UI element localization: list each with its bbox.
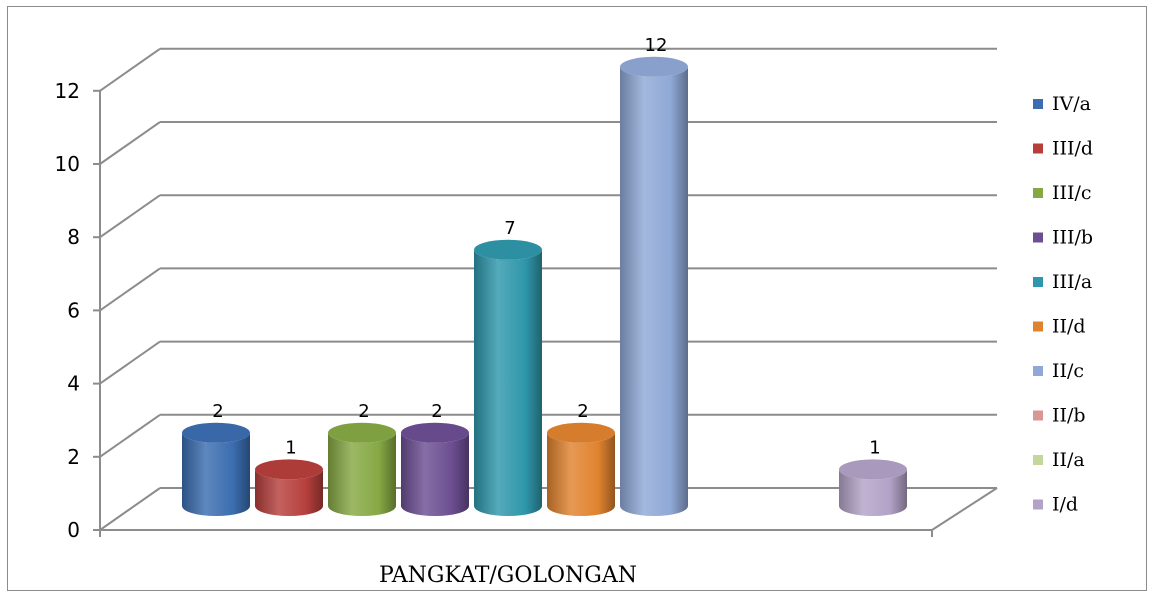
data-label: 1	[285, 437, 296, 458]
floor-right-edge	[931, 487, 998, 531]
bar-top	[255, 459, 323, 480]
bar-top	[620, 56, 688, 77]
y-tick-label: 12	[55, 79, 80, 103]
legend-item: II/c	[1033, 360, 1084, 382]
bar-body	[401, 432, 469, 516]
bar-body	[839, 469, 907, 516]
bar-body	[474, 249, 542, 517]
data-label: 2	[577, 401, 588, 422]
y-tick-label: 4	[67, 372, 80, 396]
bar-ii-c	[620, 56, 688, 517]
legend-label: III/c	[1052, 182, 1092, 204]
y-axis-ticks: 0 2 4 6 8 10 12	[55, 79, 80, 542]
chart-walls	[93, 47, 998, 537]
bar-top	[547, 422, 615, 443]
chart-frame	[7, 6, 1147, 591]
data-label: 2	[212, 401, 223, 422]
bar-top	[839, 459, 907, 480]
legend-item: III/c	[1033, 182, 1092, 204]
bar-top	[401, 422, 469, 443]
bar-top	[182, 422, 250, 443]
gridline-side	[99, 267, 161, 312]
x-axis-title: PANGKAT/GOLONGAN	[379, 563, 637, 588]
bar-iv-a	[182, 422, 250, 516]
legend-label: I/d	[1052, 494, 1078, 516]
legend-item: II/b	[1033, 405, 1086, 427]
bar-top	[328, 422, 396, 443]
data-label: 2	[431, 401, 442, 422]
legend-item: II/a	[1033, 449, 1085, 471]
legend-label: III/b	[1052, 227, 1093, 249]
legend-swatch	[1033, 188, 1043, 198]
legend-label: II/a	[1052, 449, 1085, 471]
data-label: 1	[869, 437, 880, 458]
legend-item: III/a	[1033, 271, 1092, 293]
legend: IV/a III/d III/c III/b III/a II/d II/c II/b II/a…	[1033, 93, 1093, 516]
legend-swatch	[1033, 499, 1043, 510]
legend-swatch	[1033, 232, 1043, 243]
bar-body	[328, 432, 396, 516]
bar-body	[255, 469, 323, 516]
bar-ii-d	[547, 422, 615, 516]
legend-swatch	[1033, 321, 1043, 332]
y-tick-label: 10	[55, 152, 80, 176]
legend-swatch	[1033, 143, 1043, 154]
data-label: 12	[645, 35, 668, 56]
legend-swatch	[1033, 366, 1043, 376]
legend-swatch	[1033, 455, 1043, 465]
legend-item: II/d	[1033, 316, 1086, 338]
legend-swatch	[1033, 277, 1043, 287]
bar-i-d	[839, 459, 907, 516]
bar-iii-c	[328, 422, 396, 516]
y-tick-label: 2	[67, 445, 80, 469]
y-tick-label: 0	[67, 518, 80, 542]
data-label: 7	[504, 218, 515, 239]
legend-item: I/d	[1033, 494, 1078, 516]
gridline-side	[99, 194, 161, 239]
legend-label: II/d	[1052, 316, 1086, 338]
data-label: 2	[358, 401, 369, 422]
legend-label: III/a	[1052, 271, 1092, 293]
bar-iii-d	[255, 459, 323, 516]
bar-body	[547, 432, 615, 516]
y-tick-label: 8	[67, 225, 80, 249]
bar-body	[182, 432, 250, 516]
gridline-side	[99, 487, 161, 531]
bar-iii-a	[474, 239, 542, 517]
bar-iii-b	[401, 422, 469, 516]
legend-label: III/d	[1052, 138, 1093, 160]
bars	[182, 56, 907, 517]
legend-label: II/c	[1052, 360, 1084, 382]
gridline-side	[99, 121, 161, 165]
legend-swatch	[1033, 410, 1043, 421]
bar-body	[620, 66, 688, 517]
legend-item: IV/a	[1033, 93, 1091, 115]
bar-top	[474, 239, 542, 260]
legend-item: III/d	[1033, 138, 1093, 160]
legend-item: III/b	[1033, 227, 1093, 249]
legend-label: IV/a	[1052, 93, 1091, 115]
gridline-side	[99, 47, 161, 92]
gridline-side	[99, 413, 161, 458]
legend-swatch	[1033, 99, 1043, 109]
y-tick-label: 6	[67, 298, 80, 322]
legend-label: II/b	[1052, 405, 1086, 427]
gridline-side	[99, 340, 161, 385]
